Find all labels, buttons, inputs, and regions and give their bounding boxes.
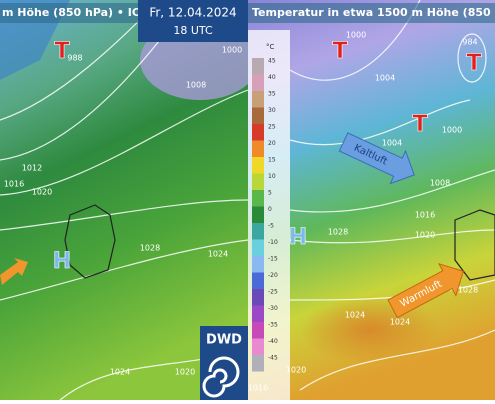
scale-swatch [252, 74, 264, 91]
scale-label: 45 [268, 58, 276, 65]
logo: DWD [206, 333, 242, 348]
isobar-label: 1028 [458, 286, 478, 295]
isobar-label: 1012 [22, 164, 42, 173]
date: Fr, 12.04.2024 [149, 6, 236, 20]
isobar-label: 1020 [175, 368, 195, 377]
scale-swatch [252, 322, 264, 339]
scale-swatch [252, 223, 264, 240]
isobar-label: 1008 [430, 179, 450, 188]
scale-swatch [252, 124, 264, 141]
logo-swirl [202, 356, 240, 398]
isobar-label: 1000 [222, 46, 242, 55]
scale-label: -35 [268, 322, 278, 329]
left-header: m Höhe (850 hPa) • ICON [2, 6, 158, 19]
scale-label: 40 [268, 74, 276, 81]
scale-label: -5 [268, 223, 274, 230]
germany-outline [454, 209, 495, 281]
isobar-label: 1024 [208, 250, 228, 259]
scale-label: 25 [268, 124, 276, 131]
isobar-label: 1008 [186, 81, 206, 90]
isobar-label: 1016 [415, 211, 435, 220]
scale-swatch [252, 157, 264, 174]
date-box [138, 0, 248, 42]
scale-swatch [252, 239, 264, 256]
low-pressure: T [54, 39, 69, 64]
isobar-label: 1000 [346, 31, 366, 40]
germany-outline [64, 204, 116, 279]
header-bg [248, 3, 495, 23]
low-pressure: T [412, 112, 427, 137]
scale-label: -25 [268, 289, 278, 296]
isobar-label: 1024 [345, 311, 365, 320]
header-bg [0, 3, 138, 23]
scale-label: 5 [268, 190, 272, 197]
isobar-label: 1004 [382, 139, 402, 148]
scale-label: -10 [268, 239, 278, 246]
warm-arrow [0, 258, 28, 285]
isobar-label: 1024 [390, 318, 410, 327]
low-pressure: T [332, 39, 347, 64]
scale-swatch [252, 338, 264, 355]
high-pressure: H [289, 225, 307, 250]
scale-label: -30 [268, 305, 278, 312]
color-scale: 45 40 35 30 25 20 15 10 5 0 -5 -10 -15 -20 -25 -30 -35 -4… [252, 58, 278, 372]
isobar-label: 1020 [415, 231, 435, 240]
scale-swatch [252, 256, 264, 273]
scale-swatch [252, 305, 264, 322]
time: 18 UTC [173, 24, 213, 37]
isobar-label: 1028 [328, 228, 348, 237]
scale-label: 30 [268, 107, 276, 114]
isobar-label: 984 [462, 38, 477, 47]
scale-swatch [252, 272, 264, 289]
right-header: Temperatur in etwa 1500 m Höhe (850 hPa)… [252, 6, 495, 19]
scale-swatch [252, 140, 264, 157]
isobar-label: 1024 [110, 368, 130, 377]
high-pressure: H [53, 249, 71, 274]
scale-label: -45 [268, 355, 278, 362]
isobar-label: 1004 [375, 74, 395, 83]
isobar-label: 1000 [442, 126, 462, 135]
isobar-label: 988 [67, 54, 82, 63]
scale-swatch [252, 206, 264, 223]
scale-swatch [252, 173, 264, 190]
scale-swatch [252, 91, 264, 108]
scale-swatch [252, 289, 264, 306]
scale-swatch [252, 190, 264, 207]
scale-swatch [252, 58, 264, 75]
isobar-label: 1020 [32, 188, 52, 197]
isobar-label: 1020 [286, 366, 306, 375]
low-pressure: T [466, 51, 481, 76]
isobar-label: 1028 [140, 244, 160, 253]
isobar-label: 1016 [248, 384, 268, 393]
scale-label: 15 [268, 157, 276, 164]
scale-swatch [252, 355, 264, 372]
scale-swatch [252, 107, 264, 124]
isobar-label: 1016 [4, 180, 24, 189]
scale-unit: °C [266, 43, 275, 51]
scale-label: -15 [268, 256, 278, 263]
scale-label: 10 [268, 173, 276, 180]
scale-label: -40 [268, 338, 278, 345]
scale-label: 35 [268, 91, 276, 98]
scale-label: 0 [268, 206, 272, 213]
scale-label: -20 [268, 272, 278, 279]
scale-label: 20 [268, 140, 276, 147]
